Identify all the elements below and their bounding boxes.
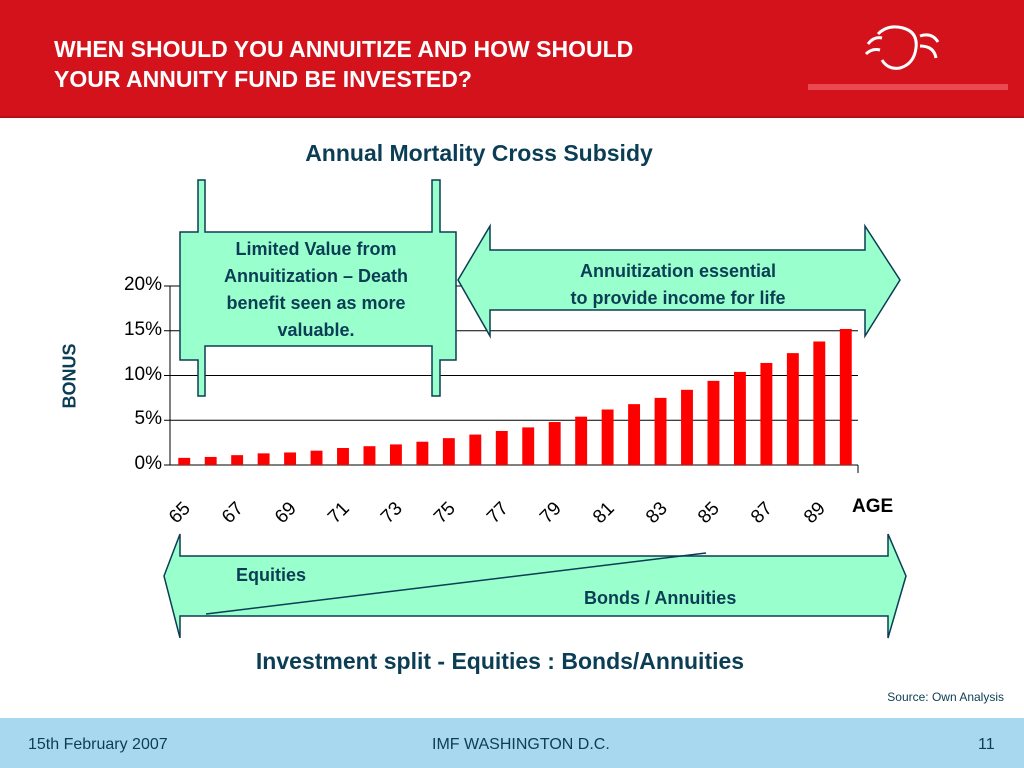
bar-age-76 (469, 434, 482, 465)
bar-age-84 (681, 389, 693, 465)
slide-title-line2: YOUR ANNUITY FUND BE INVESTED? (54, 66, 472, 92)
investment-split-title: Investment split - Equities : Bonds/Annu… (255, 648, 745, 674)
header-divider (0, 116, 1024, 118)
bar-age-80 (575, 416, 588, 465)
bonds-label: Bonds / Annuities (584, 588, 737, 608)
bar-age-78 (522, 427, 535, 465)
investment-split-line (205, 552, 707, 615)
bar-age-82 (628, 404, 641, 465)
y-axis-label: BONUS (59, 343, 80, 409)
y-tick-label: 15% (123, 318, 162, 340)
y-tick-label: 5% (134, 408, 162, 430)
bar-age-74 (416, 441, 429, 465)
callout-right-text: Annuitization essential to provide incom… (515, 258, 841, 312)
bar-age-68 (257, 453, 270, 465)
bar-age-90 (839, 328, 852, 465)
bar-age-85 (707, 380, 720, 465)
footer-page-number: 11 (978, 736, 995, 753)
bar-age-83 (654, 397, 667, 465)
callout-right-line2: to provide income for life (570, 288, 786, 308)
bar-age-79 (548, 422, 561, 465)
bar-age-66 (204, 456, 217, 465)
chart-bars (178, 328, 852, 465)
bar-age-87 (760, 362, 773, 465)
bar-age-88 (786, 353, 799, 465)
footer-bar: 15th February 2007 IMF WASHINGTON D.C. 1… (0, 718, 1024, 768)
bar-age-72 (363, 446, 376, 465)
y-tick-label: 10% (123, 363, 162, 385)
investment-arrow-shape (163, 533, 907, 639)
callout-left-line3: benefit seen as more (226, 293, 406, 313)
bar-age-71 (337, 447, 349, 465)
callout-left-line1: Limited Value from (235, 239, 397, 259)
header-bar (0, 0, 1024, 116)
y-tick-label: 20% (123, 274, 162, 295)
bar-age-75 (442, 438, 455, 465)
bar-age-67 (231, 455, 244, 465)
slide-title-line1: WHEN SHOULD YOU ANNUITIZE AND HOW SHOULD (54, 36, 634, 62)
y-tick-label: 0% (134, 453, 162, 474)
footer-date: 15th February 2007 (28, 736, 168, 753)
bar-age-86 (733, 371, 746, 465)
bar-age-81 (601, 409, 614, 465)
bar-age-65 (178, 457, 191, 465)
callout-left-text: Limited Value from Annuitization – Death… (198, 236, 434, 344)
bar-age-77 (495, 430, 508, 465)
callout-left-line2: Annuitization – Death (224, 266, 408, 286)
chart-title: Annual Mortality Cross Subsidy (305, 140, 653, 166)
bar-age-73 (389, 444, 402, 465)
callout-right-line1: Annuitization essential (579, 261, 777, 281)
footer-event: IMF WASHINGTON D.C. (432, 736, 610, 753)
bar-age-69 (284, 452, 297, 465)
equities-label: Equities (236, 565, 307, 585)
callout-left-shape (179, 179, 457, 397)
source-note: Source: Own Analysis (887, 690, 1004, 704)
company-logo (808, 25, 1008, 90)
slide-title: WHEN SHOULD YOU ANNUITIZE AND HOW SHOULD… (54, 34, 814, 94)
bar-age-89 (813, 341, 826, 465)
callout-left-line4: valuable. (277, 320, 355, 340)
bar-age-70 (310, 450, 323, 465)
x-axis-label: AGE (852, 496, 894, 517)
callout-right-shape (457, 223, 901, 339)
